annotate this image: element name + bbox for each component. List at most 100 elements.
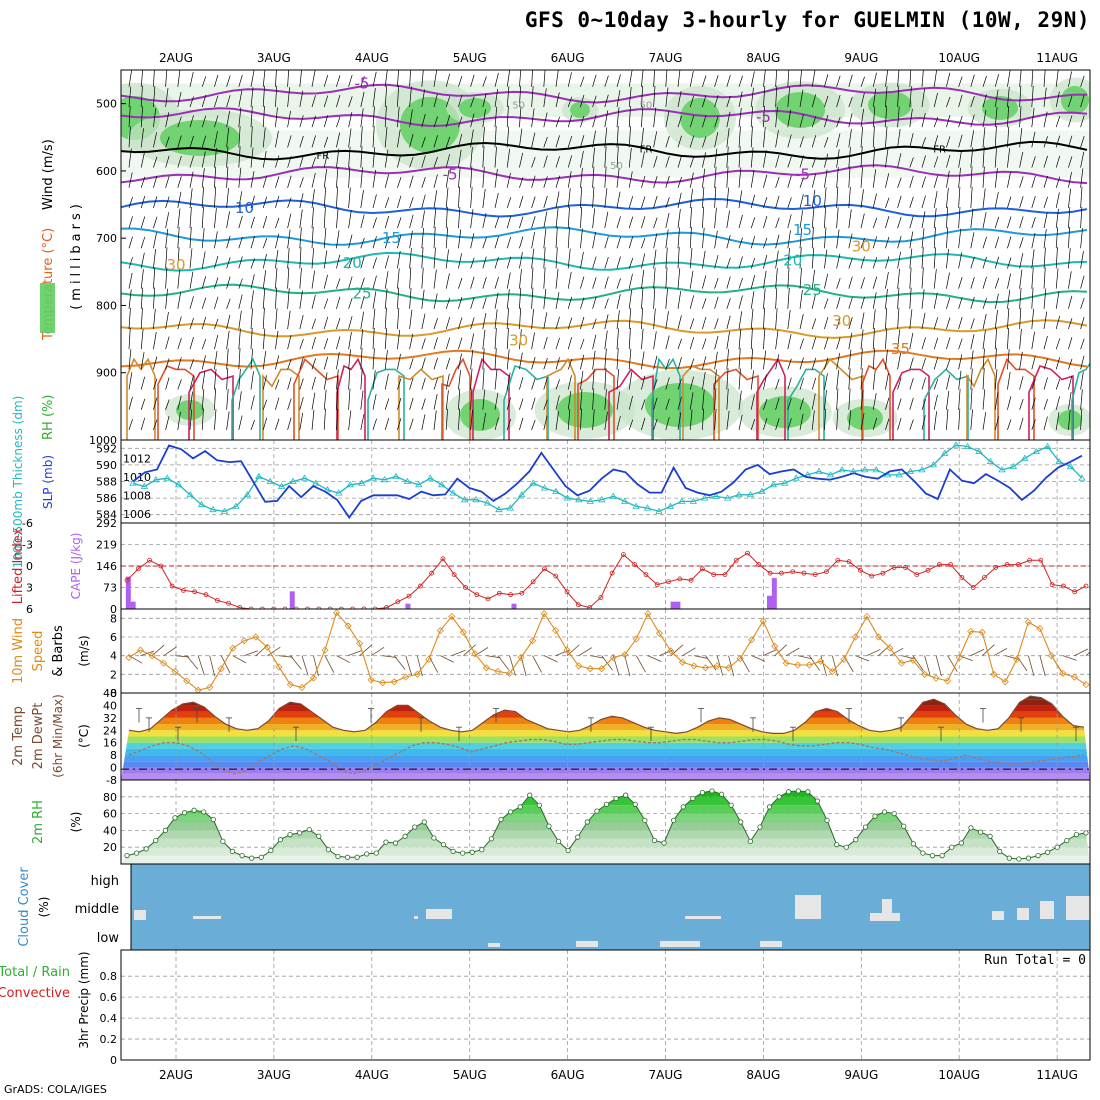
wind-barb: [238, 90, 243, 108]
thickness-point: [289, 477, 297, 484]
wind-barb: [226, 257, 231, 269]
wind-barb: [897, 195, 902, 209]
wind-barb: [201, 316, 207, 330]
wind-barb: [153, 86, 156, 108]
wind-barb: [409, 109, 413, 128]
wind-barb: [494, 276, 499, 289]
wind-barb: [140, 352, 145, 370]
wind-barb: [348, 112, 353, 128]
wind-barb: [885, 105, 887, 128]
wind-barb: [885, 307, 888, 330]
thickness-point: [140, 482, 149, 489]
wind-barb: [458, 116, 463, 128]
wind-barb: [519, 128, 523, 148]
wind-barb: [714, 388, 717, 410]
lifted-index-point: [440, 556, 446, 562]
wind-barb: [189, 409, 193, 430]
wind-barb: [1031, 70, 1034, 87]
wind-barb: [872, 72, 877, 87]
wind-barb: [543, 195, 548, 209]
wind-barb: [933, 411, 938, 430]
rh-point: [1073, 831, 1080, 838]
wind-barb: [140, 417, 146, 431]
wind-barb: [177, 208, 181, 229]
wind-barb: [275, 418, 280, 431]
wind-barb: [250, 327, 253, 350]
wind-barb: [189, 206, 192, 229]
wind-barb: [275, 355, 280, 370]
wind-barb: [433, 393, 438, 410]
wind-barb: [311, 358, 316, 370]
thickness-point: [163, 474, 172, 481]
lifted-index-point: [857, 567, 863, 573]
wind-barb: [470, 257, 475, 269]
wind-barb: [811, 173, 816, 188]
wind-barb: [519, 216, 524, 229]
wind-barb: [1043, 267, 1046, 289]
contour-label: 50: [640, 101, 653, 112]
wind-barb: [275, 249, 279, 269]
wind-barb: [860, 166, 863, 188]
wind-barb: [726, 166, 729, 188]
wind-barb: [372, 348, 375, 370]
lifted-index-point: [192, 589, 198, 595]
cloud-units-label: (%): [37, 897, 51, 918]
rh-point: [306, 826, 312, 833]
wind-barb: [458, 186, 460, 208]
thickness-point: [472, 496, 480, 503]
wind-barb: [177, 379, 182, 390]
wind-barb: [1055, 176, 1061, 188]
temperature-band: [121, 717, 1090, 725]
rh-band: [121, 822, 1090, 831]
wind-barb: [824, 390, 827, 410]
wind-barb: [1043, 416, 1048, 430]
wind-barb: [238, 328, 241, 350]
lifted-index-point: [271, 606, 277, 609]
wind-barb: [214, 115, 219, 128]
wind-barb: [226, 166, 229, 188]
wind-barb: [397, 329, 401, 350]
wind-barb: [445, 249, 449, 269]
wind-barb: [1019, 351, 1023, 370]
wind-barb: [275, 195, 280, 209]
wind-barb: [189, 337, 194, 350]
wind-barb: [909, 196, 914, 209]
wind-barb: [1068, 115, 1073, 128]
thickness-point: [174, 481, 183, 488]
wind-barb: [1007, 236, 1012, 249]
wind-barb: [885, 272, 889, 289]
wind-barb: [689, 95, 695, 108]
lifted-index-point: [790, 569, 796, 575]
wind-barb: [287, 110, 291, 128]
wind-barb: [653, 85, 656, 108]
wind-barb: [250, 419, 255, 431]
wind-barb: [921, 337, 926, 350]
cape-label-group: CAPE (J/kg): [69, 533, 83, 600]
thickness-point: [1021, 454, 1029, 461]
wind-barb-10m: [1085, 651, 1090, 656]
wind-barb: [323, 206, 326, 229]
wind-barb: [384, 373, 389, 390]
wind-barb: [750, 308, 754, 330]
rh-shade: [557, 392, 613, 428]
wind-barb: [702, 115, 707, 128]
wind-barb: [677, 315, 682, 330]
lifted-index-point: [575, 602, 581, 608]
wind-barb: [933, 268, 937, 289]
low-level-contour: [966, 357, 996, 440]
wind-barb: [519, 398, 524, 410]
wind-barb: [1068, 248, 1071, 269]
low-level-contour: [608, 368, 654, 440]
wind-barb: [592, 318, 597, 330]
wind-barb: [763, 374, 768, 390]
wind-barb: [311, 189, 315, 208]
wind-barb-10m: [209, 655, 216, 677]
wind-barb: [750, 236, 756, 249]
wind-barb: [775, 250, 779, 269]
wind-barb: [677, 70, 681, 87]
wind-barb: [348, 349, 351, 370]
wind-barb: [653, 397, 658, 410]
low-level-contour: [231, 357, 261, 440]
wind-barb: [336, 352, 340, 370]
wind-barb: [494, 417, 499, 431]
